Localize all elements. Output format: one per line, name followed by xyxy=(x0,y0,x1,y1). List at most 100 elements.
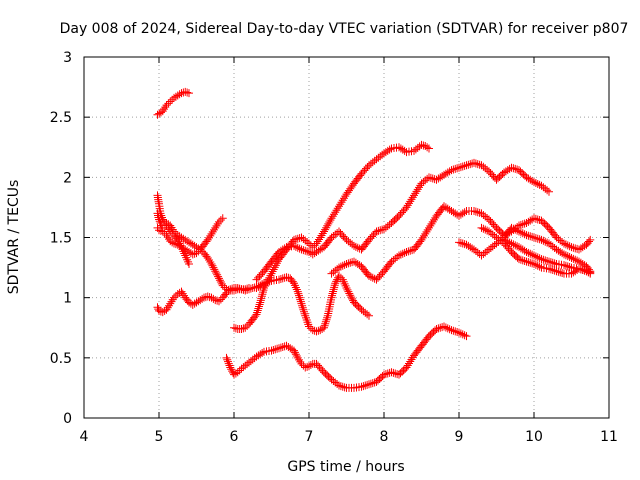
data-point xyxy=(167,223,176,232)
axis-ticks: 4 5 6 7 8 9 10 11 0 0.5 1 1.5 2 2.5 3 xyxy=(50,50,618,445)
data-point xyxy=(211,296,220,305)
data-point xyxy=(524,248,533,257)
data-point xyxy=(365,272,373,281)
data-point xyxy=(513,242,522,251)
data-point xyxy=(166,221,175,230)
data-point xyxy=(449,165,458,174)
data-point xyxy=(453,164,462,173)
data-point xyxy=(332,206,341,215)
data-point xyxy=(507,163,516,172)
data-point xyxy=(269,346,278,355)
data-point xyxy=(411,189,420,198)
data-point xyxy=(223,355,232,364)
data-point xyxy=(400,146,409,155)
data-point xyxy=(327,214,336,223)
data-point xyxy=(258,349,267,358)
data-point xyxy=(366,272,375,281)
data-point xyxy=(456,238,465,247)
data-point xyxy=(561,261,570,270)
data-point xyxy=(507,223,516,232)
data-point xyxy=(290,281,299,290)
data-point xyxy=(313,237,322,246)
x-axis-label: GPS time / hours xyxy=(287,459,404,475)
data-point xyxy=(507,239,516,248)
data-point xyxy=(585,237,593,246)
data-point xyxy=(258,280,267,289)
data-point xyxy=(537,235,546,244)
data-point xyxy=(513,165,522,174)
data-point xyxy=(290,279,298,288)
data-point xyxy=(455,328,463,337)
data-point xyxy=(160,105,168,114)
data-point xyxy=(515,227,523,236)
data-point xyxy=(543,256,552,265)
data-point xyxy=(405,199,413,208)
data-point xyxy=(528,259,537,268)
data-point xyxy=(509,240,518,249)
data-point xyxy=(336,262,345,271)
data-point xyxy=(205,255,213,264)
data-point xyxy=(426,221,435,230)
data-point xyxy=(406,246,415,255)
data-point xyxy=(340,194,348,203)
data-point xyxy=(483,213,492,222)
data-point xyxy=(530,251,538,260)
data-point xyxy=(389,368,398,377)
data-point xyxy=(425,144,433,153)
data-point xyxy=(293,287,302,296)
data-point xyxy=(182,253,191,262)
data-point xyxy=(524,231,533,240)
data-point xyxy=(301,246,310,255)
data-point xyxy=(456,163,465,172)
data-point xyxy=(335,202,343,211)
data-point xyxy=(227,365,236,374)
data-point xyxy=(528,232,537,241)
data-point xyxy=(455,163,463,172)
data-point xyxy=(576,265,585,274)
data-point xyxy=(565,242,574,251)
data-point xyxy=(296,295,305,304)
y-tick-label: 0.5 xyxy=(50,351,72,367)
data-point xyxy=(406,357,415,366)
data-point xyxy=(275,275,283,284)
data-point xyxy=(545,264,553,273)
data-point xyxy=(215,217,223,226)
data-point xyxy=(297,299,306,308)
series-track-6 xyxy=(222,322,471,392)
data-point xyxy=(516,255,525,264)
data-point xyxy=(300,307,308,316)
data-point xyxy=(252,310,261,319)
data-point xyxy=(321,225,330,234)
data-point xyxy=(573,256,582,265)
data-point xyxy=(295,293,304,302)
data-point xyxy=(175,239,184,248)
data-point xyxy=(441,323,450,332)
data-point xyxy=(320,321,329,330)
data-point xyxy=(250,283,259,292)
data-point xyxy=(535,235,544,244)
data-point xyxy=(233,368,242,377)
data-point xyxy=(509,164,518,173)
data-point xyxy=(210,265,219,274)
data-point xyxy=(383,369,392,378)
data-point xyxy=(417,140,426,149)
data-point xyxy=(292,285,301,294)
data-point xyxy=(211,267,220,276)
data-point xyxy=(531,234,540,243)
series-track-10 xyxy=(327,202,595,284)
data-point xyxy=(226,363,235,372)
y-tick-label: 0 xyxy=(63,411,72,427)
data-point xyxy=(385,145,394,154)
data-point xyxy=(545,187,553,196)
data-point xyxy=(471,159,480,168)
data-point xyxy=(255,302,263,311)
data-point xyxy=(317,231,326,240)
data-point xyxy=(578,265,587,274)
data-point xyxy=(162,231,171,240)
data-point xyxy=(445,167,454,176)
data-point xyxy=(445,325,454,334)
data-point xyxy=(253,308,262,317)
data-point xyxy=(338,196,347,205)
data-point xyxy=(340,279,349,288)
data-point xyxy=(571,255,580,264)
